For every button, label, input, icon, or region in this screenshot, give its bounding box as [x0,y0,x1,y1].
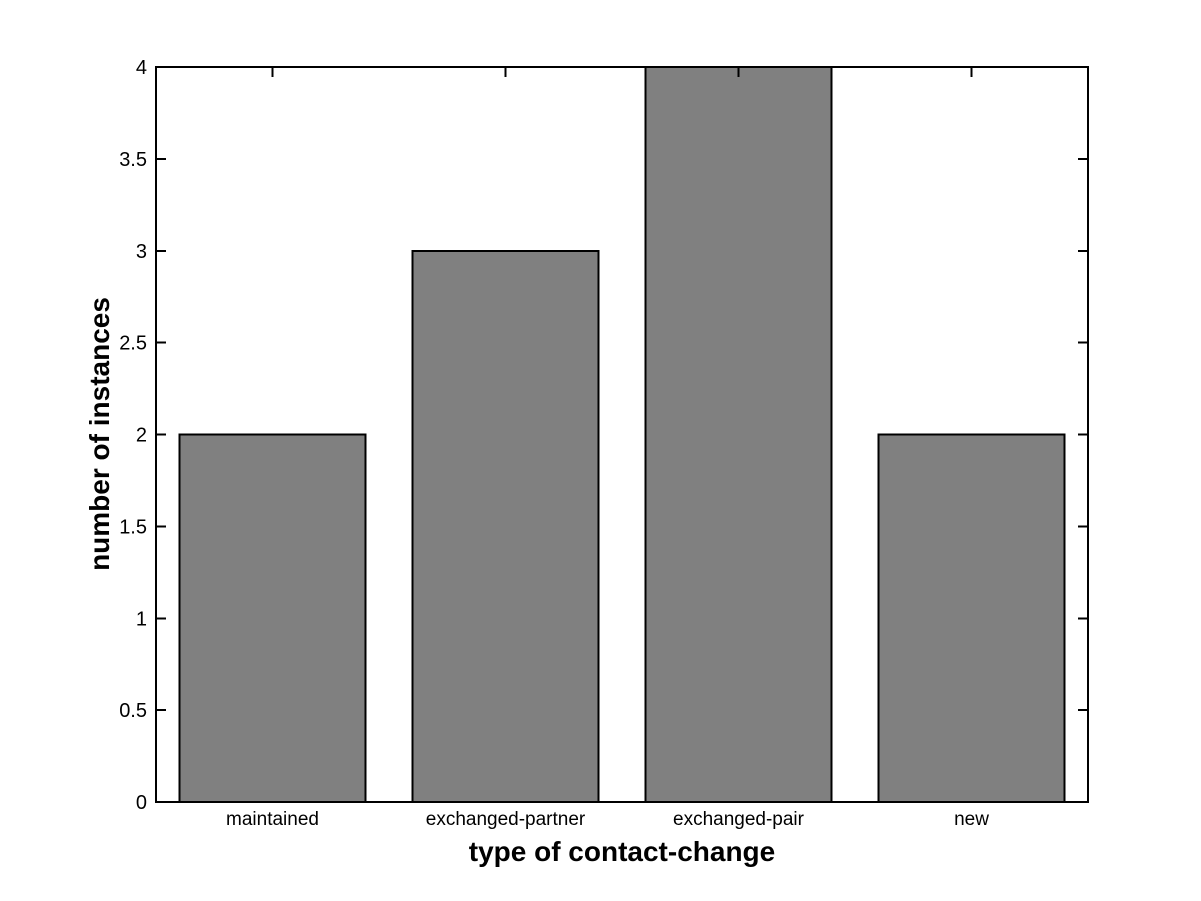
y-tick-label: 0.5 [119,700,147,722]
x-tick-label: new [954,809,989,830]
y-axis-label: number of instances [84,297,115,571]
x-tick-label: exchanged-pair [673,809,805,830]
y-tick-label: 2 [136,425,147,447]
x-tick-label: exchanged-partner [426,809,586,830]
bar [877,433,1066,803]
bar [644,66,833,803]
bar [178,433,367,803]
y-tick-label: 1.5 [119,516,147,538]
bar [411,249,600,803]
y-tick-label: 4 [136,57,147,79]
x-axis-label: type of contact-change [468,836,776,867]
y-tick-label: 0 [136,792,147,814]
y-tick-label: 3.5 [119,149,147,171]
y-tick-label: 1 [136,608,147,630]
x-tick-label: maintained [226,809,319,830]
y-tick-label: 2.5 [119,333,147,355]
y-tick-label: 3 [136,241,147,263]
